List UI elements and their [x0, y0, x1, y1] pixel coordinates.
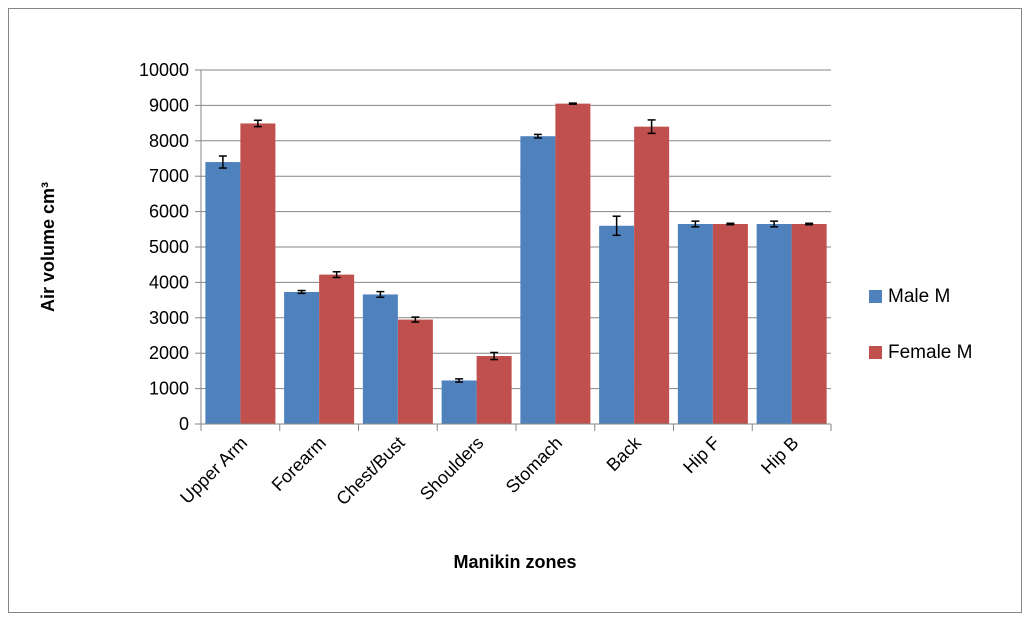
y-tick-labels: 0 1000 2000 3000 4000 5000 6000 7000 8000 9000 100…	[139, 60, 189, 434]
y-tick-label: 4000	[149, 272, 189, 292]
x-tick-label: Forearm	[268, 433, 330, 495]
y-tick-label: 3000	[149, 308, 189, 328]
error-bar	[533, 133, 542, 139]
error-bar	[455, 378, 464, 383]
legend-label: Female M	[888, 342, 972, 363]
error-bar	[691, 220, 700, 228]
legend-swatch	[869, 290, 882, 303]
y-tick-label: 5000	[149, 237, 189, 257]
x-tick-label: Hip F	[679, 433, 724, 478]
bars	[205, 103, 827, 425]
error-bar	[647, 119, 656, 135]
error-bars	[218, 102, 814, 383]
error-bar	[805, 222, 814, 226]
bar	[677, 223, 713, 424]
legend-item: Male M	[869, 286, 950, 307]
error-bar	[332, 271, 341, 279]
legend-swatch	[869, 346, 882, 359]
error-bar	[253, 119, 262, 128]
bar	[240, 123, 276, 424]
y-tick-label: 7000	[149, 166, 189, 186]
legend-item: Female M	[869, 342, 972, 363]
y-tick-label: 8000	[149, 131, 189, 151]
y-tick-label: 10000	[139, 60, 189, 80]
chart-area	[8, 8, 1022, 613]
bar	[712, 223, 748, 424]
bar	[476, 356, 512, 424]
x-tick-label: Stomach	[502, 433, 566, 497]
x-tick-label: Upper Arm	[176, 433, 251, 508]
bar	[599, 225, 635, 424]
bar	[319, 274, 355, 424]
y-tick-label: 2000	[149, 343, 189, 363]
bar	[791, 223, 827, 424]
error-bar	[770, 220, 779, 228]
bar	[520, 136, 556, 424]
x-tick-label: Shoulders	[416, 433, 487, 504]
bar	[756, 223, 792, 424]
legend-label: Male M	[888, 286, 950, 307]
x-axis-title: Manikin zones	[453, 552, 576, 572]
legend: Male M Female M	[869, 286, 972, 363]
error-bar	[411, 316, 420, 323]
x-tick-labels: Upper Arm Forearm Chest/Bust Shoulders Stoma…	[176, 432, 802, 509]
x-tick-label: Back	[603, 432, 646, 475]
y-tick-label: 0	[179, 414, 189, 434]
bar	[555, 103, 591, 424]
x-tick-label: Hip B	[757, 433, 802, 478]
y-axis-title: Air volume cm³	[38, 182, 58, 312]
error-bar	[297, 289, 306, 295]
bar	[362, 294, 398, 424]
error-bar	[490, 351, 499, 361]
y-tick-label: 1000	[149, 379, 189, 399]
y-tick-label: 9000	[149, 95, 189, 115]
error-bar	[218, 155, 227, 169]
error-bar	[726, 222, 735, 226]
error-bar	[376, 290, 385, 299]
bar	[284, 291, 320, 424]
bar	[205, 162, 241, 425]
y-tick-label: 6000	[149, 202, 189, 222]
axes	[195, 69, 832, 431]
bar	[441, 380, 477, 424]
bar	[397, 319, 433, 424]
bar	[634, 126, 670, 424]
error-bar	[568, 102, 577, 105]
x-tick-label: Chest/Bust	[332, 433, 408, 509]
error-bar	[612, 215, 621, 237]
